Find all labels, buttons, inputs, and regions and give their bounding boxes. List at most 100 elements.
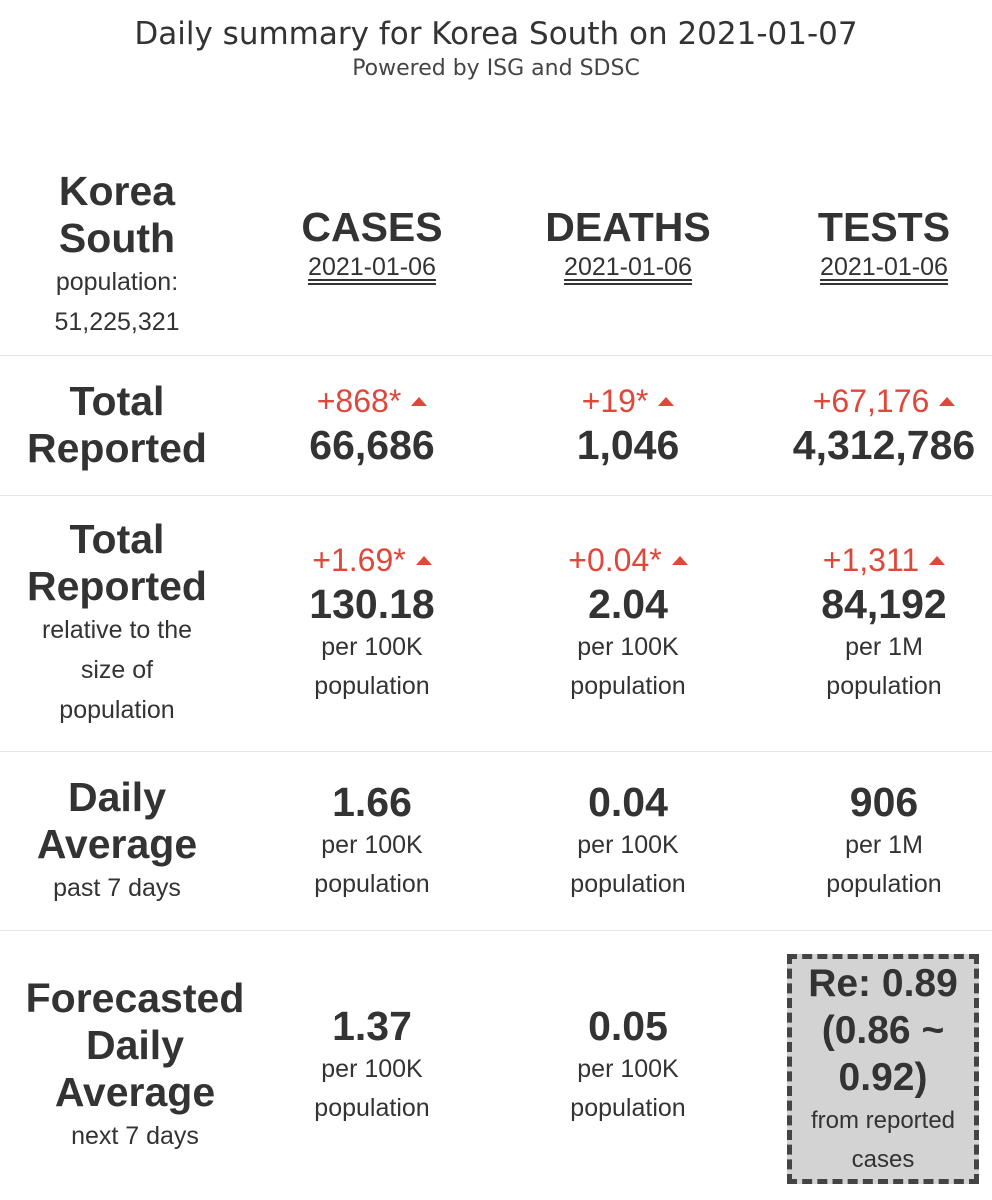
daily-average-tests-unit1: per 1M	[845, 830, 923, 859]
total-tests-cell: +67,176 4,312,786	[756, 355, 992, 495]
relative-cases-value: 130.18	[309, 581, 435, 627]
total-deaths-delta: +19*	[582, 381, 675, 421]
population-label: population:	[55, 268, 179, 296]
deaths-date: 2021-01-06	[564, 253, 692, 281]
daily-average-row: Daily Average past 7 days 1.66 per 100K …	[0, 751, 992, 931]
forecast-sub: next 7 days	[71, 1121, 199, 1150]
relative-cases-delta-text: +1.69*	[312, 542, 406, 578]
re-estimate-box: Re: 0.89 (0.86 ~ 0.92) from reported cas…	[787, 954, 979, 1184]
deaths-column-header: DEATHS 2021-01-06	[500, 155, 756, 355]
relative-cases-unit1: per 100K	[321, 633, 423, 661]
relative-deaths-unit1: per 100K	[577, 633, 679, 661]
re-interval-line1: (0.86 ~	[821, 1008, 945, 1052]
total-reported-label-line2: Reported	[27, 425, 207, 471]
total-deaths-delta-text: +19*	[581, 383, 649, 419]
daily-average-label-line1: Daily	[68, 773, 166, 820]
relative-label-line1: Total	[69, 516, 165, 562]
relative-tests-unit2: population	[826, 672, 942, 700]
daily-average-tests-value: 906	[849, 778, 919, 825]
re-interval-line2: 0.92)	[838, 1055, 928, 1099]
forecast-deaths-unit1: per 100K	[577, 1055, 679, 1083]
forecast-cases-unit2: population	[314, 1094, 430, 1122]
relative-label-line2: Reported	[27, 563, 207, 609]
relative-deaths-unit2: population	[570, 672, 686, 700]
daily-average-cases-unit2: population	[314, 869, 430, 898]
up-triangle-icon	[929, 556, 946, 565]
daily-average-label: Daily Average past 7 days	[0, 751, 234, 930]
relative-tests-unit1: per 1M	[845, 633, 923, 661]
population-value: 51,225,321	[54, 308, 180, 336]
re-value: Re: 0.89	[808, 961, 958, 1005]
daily-average-sub: past 7 days	[53, 873, 181, 902]
forecast-row: Forecasted Daily Average next 7 days 1.3…	[0, 930, 992, 1200]
daily-average-deaths-unit1: per 100K	[577, 830, 679, 859]
total-tests-delta-text: +67,176	[812, 383, 930, 419]
forecast-deaths-cell: 0.05 per 100K population	[500, 930, 756, 1200]
country-cell: Korea South population: 51,225,321	[0, 155, 234, 355]
total-cases-value: 66,686	[309, 422, 435, 468]
total-deaths-cell: +19* 1,046	[500, 355, 756, 495]
total-tests-delta: +67,176	[813, 381, 956, 421]
up-triangle-icon	[411, 397, 428, 406]
forecast-cases-value: 1.37	[332, 1003, 412, 1049]
forecast-label-line1: Forecasted	[25, 974, 245, 1021]
relative-deaths-cell: +0.04* 2.04 per 100K population	[500, 495, 756, 751]
page-title: Daily summary for Korea South on 2021-01…	[134, 16, 858, 52]
cases-column-header: CASES 2021-01-06	[244, 155, 500, 355]
relative-sub-line1: relative to the	[41, 616, 193, 644]
total-tests-value: 4,312,786	[792, 422, 976, 468]
forecast-deaths-unit2: population	[570, 1094, 686, 1122]
daily-average-deaths-value: 0.04	[588, 778, 668, 825]
relative-deaths-delta: +0.04*	[568, 540, 688, 580]
forecast-cases-cell: 1.37 per 100K population	[244, 930, 500, 1200]
total-reported-label-line1: Total	[69, 378, 165, 424]
tests-date: 2021-01-06	[820, 253, 948, 281]
total-reported-label: Total Reported	[0, 355, 234, 495]
tests-column-header: TESTS 2021-01-06	[756, 155, 992, 355]
up-triangle-icon	[939, 397, 956, 406]
forecast-label-line3: Average	[54, 1068, 216, 1115]
daily-average-deaths-unit2: population	[570, 869, 686, 898]
up-triangle-icon	[658, 397, 675, 406]
relative-cases-unit2: population	[314, 672, 430, 700]
relative-cases-delta: +1.69*	[312, 540, 432, 580]
total-reported-row: Total Reported +868* 66,686 +19* 1,046 +…	[0, 355, 992, 496]
total-cases-delta: +868*	[317, 381, 428, 421]
relative-tests-value: 84,192	[821, 581, 947, 627]
daily-average-tests-cell: 906 per 1M population	[756, 751, 992, 930]
forecast-cases-unit1: per 100K	[321, 1055, 423, 1083]
total-deaths-value: 1,046	[576, 422, 680, 468]
relative-deaths-value: 2.04	[588, 581, 668, 627]
daily-average-cases-unit1: per 100K	[321, 830, 423, 859]
cases-heading: CASES	[301, 204, 443, 250]
forecast-label-line2: Daily	[86, 1021, 184, 1068]
deaths-heading: DEATHS	[545, 204, 711, 250]
relative-tests-cell: +1,311 84,192 per 1M population	[756, 495, 992, 751]
country-name-line2: South	[58, 215, 176, 261]
total-cases-delta-text: +868*	[316, 383, 402, 419]
relative-tests-delta-text: +1,311	[822, 542, 920, 578]
up-triangle-icon	[671, 556, 688, 565]
daily-average-label-line2: Average	[36, 820, 198, 867]
relative-sub-line3: population	[59, 696, 175, 724]
relative-tests-delta: +1,311	[822, 540, 946, 580]
header-row: Korea South population: 51,225,321 CASES…	[0, 155, 992, 356]
relative-sub-line2: size of	[80, 656, 154, 684]
re-source-line2: cases	[851, 1145, 915, 1173]
forecast-deaths-value: 0.05	[588, 1003, 668, 1049]
daily-average-cases-cell: 1.66 per 100K population	[244, 751, 500, 930]
daily-average-tests-unit2: population	[826, 869, 942, 898]
tests-heading: TESTS	[817, 204, 951, 250]
forecast-label: Forecasted Daily Average next 7 days	[10, 930, 260, 1200]
relative-label: Total Reported relative to the size of p…	[0, 495, 234, 751]
country-name-line1: Korea	[58, 168, 176, 214]
re-source-line1: from reported	[810, 1106, 956, 1134]
relative-cases-cell: +1.69* 130.18 per 100K population	[244, 495, 500, 751]
page-subtitle: Powered by ISG and SDSC	[352, 56, 640, 81]
up-triangle-icon	[415, 556, 432, 565]
relative-deaths-delta-text: +0.04*	[568, 542, 662, 578]
daily-average-cases-value: 1.66	[332, 778, 412, 825]
total-cases-cell: +868* 66,686	[244, 355, 500, 495]
relative-row: Total Reported relative to the size of p…	[0, 495, 992, 752]
cases-date: 2021-01-06	[308, 253, 436, 281]
